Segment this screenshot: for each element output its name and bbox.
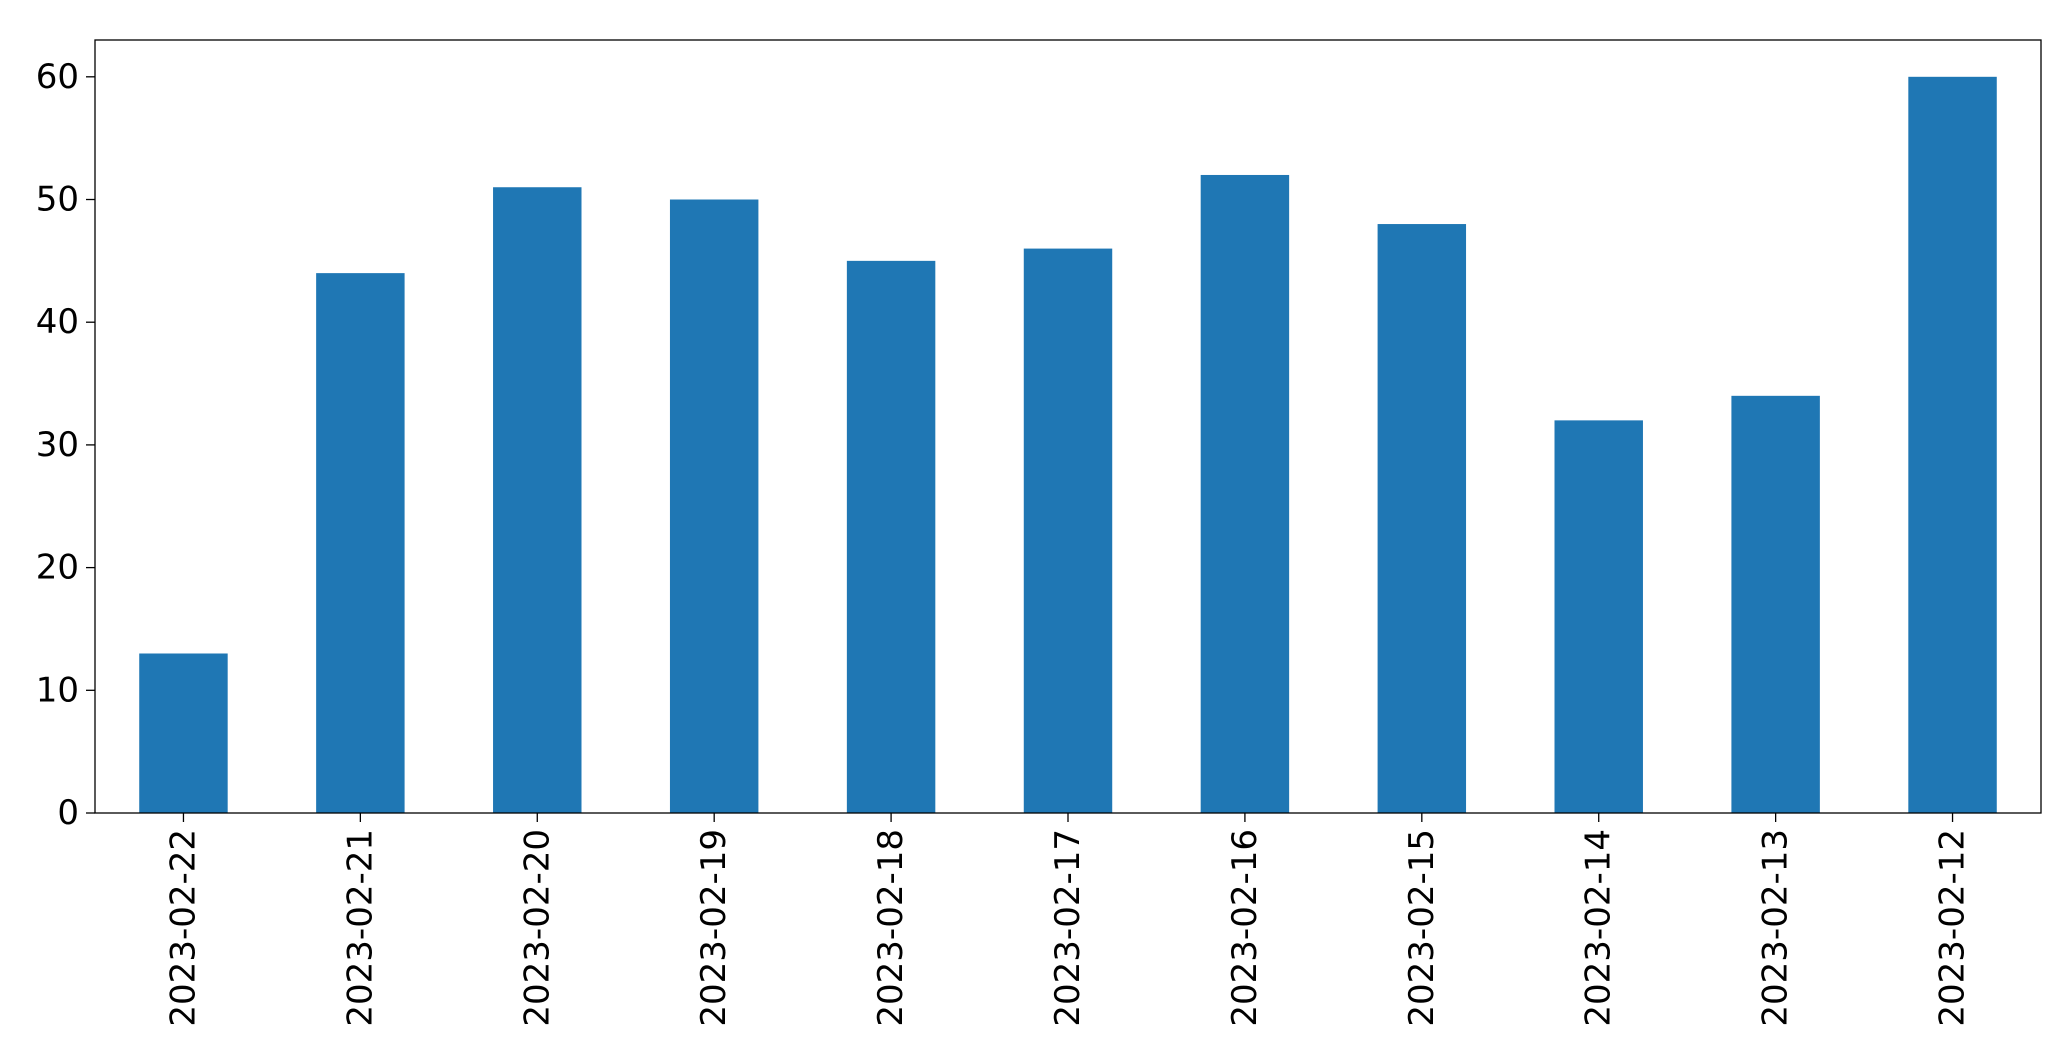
bar-2023-02-16 xyxy=(1200,174,1290,813)
bar-2023-02-15 xyxy=(1377,224,1467,814)
x-tick-label: 2023-02-17 xyxy=(1048,829,1088,1027)
bar-2023-02-18 xyxy=(846,260,936,813)
bar-2023-02-12 xyxy=(1908,76,1997,814)
bar-2023-02-19 xyxy=(669,199,759,813)
x-tick-label: 2023-02-13 xyxy=(1756,829,1796,1027)
x-tick-label: 2023-02-18 xyxy=(871,829,911,1027)
x-tick-label: 2023-02-14 xyxy=(1579,829,1619,1027)
y-tick-label: 10 xyxy=(36,670,79,710)
y-tick-label: 0 xyxy=(57,793,79,833)
y-tick-label: 40 xyxy=(36,302,79,342)
bars-group xyxy=(139,76,1997,814)
y-axis: 0 10 20 30 40 50 60 xyxy=(36,57,95,833)
x-tick-label: 2023-02-20 xyxy=(517,829,557,1027)
x-tick-label: 2023-02-12 xyxy=(1933,829,1973,1027)
bar-2023-02-20 xyxy=(493,187,582,813)
bar-2023-02-14 xyxy=(1554,420,1643,813)
y-tick-label: 20 xyxy=(36,548,79,588)
bar-2023-02-13 xyxy=(1731,395,1820,813)
y-tick-label: 60 xyxy=(36,57,79,97)
x-tick-label: 2023-02-21 xyxy=(340,829,380,1027)
x-tick-label: 2023-02-16 xyxy=(1225,829,1265,1027)
bar-2023-02-21 xyxy=(316,273,405,814)
x-tick-label: 2023-02-19 xyxy=(694,829,734,1027)
y-tick-label: 50 xyxy=(36,180,79,220)
x-tick-label: 2023-02-15 xyxy=(1402,829,1442,1027)
x-axis: 2023-02-22 2023-02-21 2023-02-20 2023-02-19… xyxy=(163,813,1973,1027)
x-tick-label: 2023-02-22 xyxy=(163,829,203,1027)
y-tick-label: 30 xyxy=(36,425,79,465)
plot-frame xyxy=(94,39,2042,814)
bar-2023-02-17 xyxy=(1023,248,1113,814)
bar-2023-02-22 xyxy=(139,653,228,813)
